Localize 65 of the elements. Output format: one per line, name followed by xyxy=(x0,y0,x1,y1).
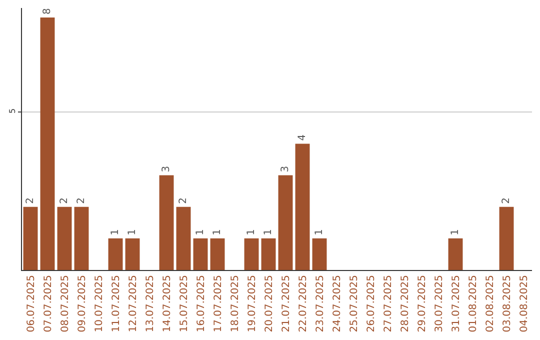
bar xyxy=(312,238,327,270)
bar xyxy=(23,206,38,270)
x-tick-label: 11.07.2025 xyxy=(110,275,122,332)
data-label: 3 xyxy=(280,166,291,172)
bar xyxy=(210,238,225,270)
x-tick-label: 10.07.2025 xyxy=(94,275,105,332)
x-tick-label: 24.07.2025 xyxy=(332,275,343,332)
data-label: 2 xyxy=(178,197,189,204)
data-label: 2 xyxy=(501,197,512,204)
x-tick-label: 01.08.2025 xyxy=(468,275,479,332)
bar xyxy=(261,238,276,270)
data-label: 1 xyxy=(263,229,274,236)
x-tick-label: 20.07.2025 xyxy=(264,275,275,332)
x-tick-label: 14.07.2025 xyxy=(162,275,173,332)
data-label: 1 xyxy=(127,229,138,236)
x-tick-label: 04.08.2025 xyxy=(518,275,530,332)
bar xyxy=(159,175,174,270)
bar xyxy=(176,206,191,270)
x-tick-label: 18.07.2025 xyxy=(230,275,241,332)
bar xyxy=(295,144,310,270)
x-tick-label: 28.07.2025 xyxy=(400,275,411,332)
bar xyxy=(244,238,259,270)
x-tick-label: 15.07.2025 xyxy=(178,275,190,332)
data-label: 2 xyxy=(76,197,87,204)
x-tick-label: 09.07.2025 xyxy=(76,275,88,332)
data-label: 3 xyxy=(161,166,172,172)
data-label: 1 xyxy=(450,229,462,236)
x-tick-label: 30.07.2025 xyxy=(434,275,445,332)
x-tick-label: 21.07.2025 xyxy=(280,275,292,332)
data-label: 1 xyxy=(212,229,223,236)
x-tick-label: 25.07.2025 xyxy=(348,275,360,332)
x-tick-label: 26.07.2025 xyxy=(366,275,377,332)
bar xyxy=(57,206,72,270)
x-tick-label: 06.07.2025 xyxy=(26,275,37,332)
x-tick-label: 22.07.2025 xyxy=(298,275,309,332)
data-label: 1 xyxy=(195,229,206,236)
bar xyxy=(499,206,514,270)
x-tick-label: 07.07.2025 xyxy=(42,275,54,332)
bar xyxy=(448,238,463,270)
x-tick-label: 03.08.2025 xyxy=(502,275,513,332)
data-label: 1 xyxy=(110,229,122,236)
x-tick-label: 29.07.2025 xyxy=(416,275,428,332)
data-label: 8 xyxy=(42,8,53,14)
bar xyxy=(40,17,55,270)
y-tick-label: 5 xyxy=(8,108,17,114)
data-label: 1 xyxy=(246,229,257,236)
bar xyxy=(125,238,140,270)
data-label: 4 xyxy=(297,134,308,141)
x-tick-label: 12.07.2025 xyxy=(128,275,139,332)
x-tick-label: 31.07.2025 xyxy=(450,275,462,332)
x-tick-label: 27.07.2025 xyxy=(382,275,394,332)
bar xyxy=(193,238,208,270)
bar xyxy=(108,238,123,270)
x-tick-label: 16.07.2025 xyxy=(196,275,207,332)
bar xyxy=(278,175,293,270)
bar xyxy=(74,206,89,270)
x-tick-label: 17.07.2025 xyxy=(212,275,224,332)
data-label: 1 xyxy=(314,229,325,236)
data-label: 2 xyxy=(25,197,36,204)
x-tick-label: 19.07.2025 xyxy=(246,275,258,332)
x-tick-label: 23.07.2025 xyxy=(314,275,326,332)
x-tick-label: 13.07.2025 xyxy=(144,275,156,332)
x-tick-label: 02.08.2025 xyxy=(484,275,496,332)
data-label: 2 xyxy=(59,197,70,204)
x-tick-label: 08.07.2025 xyxy=(60,275,71,332)
